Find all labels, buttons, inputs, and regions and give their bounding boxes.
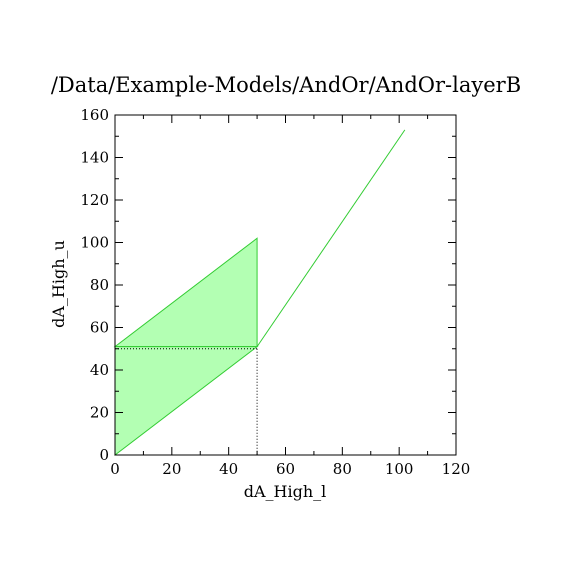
- x-tick-label: 60: [276, 460, 295, 478]
- shaded-region-2: [114, 346, 259, 457]
- x-axis-label: dA_High_l: [244, 482, 327, 501]
- y-tick-label: 20: [90, 404, 109, 422]
- y-tick-label: 160: [80, 106, 109, 124]
- y-tick-label: 120: [80, 191, 109, 209]
- y-tick-label: 140: [80, 149, 109, 167]
- x-tick-label: 40: [219, 460, 238, 478]
- line-series-1: [256, 129, 406, 347]
- chart-title: /Data/Example-Models/AndOr/AndOr-layerB: [51, 73, 521, 97]
- x-tick-label: 120: [442, 460, 471, 478]
- x-tick-label: 0: [110, 460, 120, 478]
- y-tick-label: 40: [90, 361, 109, 379]
- y-axis-label: dA_High_u: [49, 240, 68, 328]
- y-tick-label: 80: [90, 276, 109, 294]
- y-tick-label: 0: [99, 446, 109, 464]
- shaded-region-1: [113, 237, 258, 348]
- x-tick-label: 100: [385, 460, 414, 478]
- x-tick-label: 20: [162, 460, 181, 478]
- y-tick-label: 100: [80, 234, 109, 252]
- x-tick-label: 80: [333, 460, 352, 478]
- y-tick-label: 60: [90, 319, 109, 337]
- plot-area: 0 20 40 60 80 100 120 0 20 40 60 80 100 120 140 160: [80, 106, 470, 478]
